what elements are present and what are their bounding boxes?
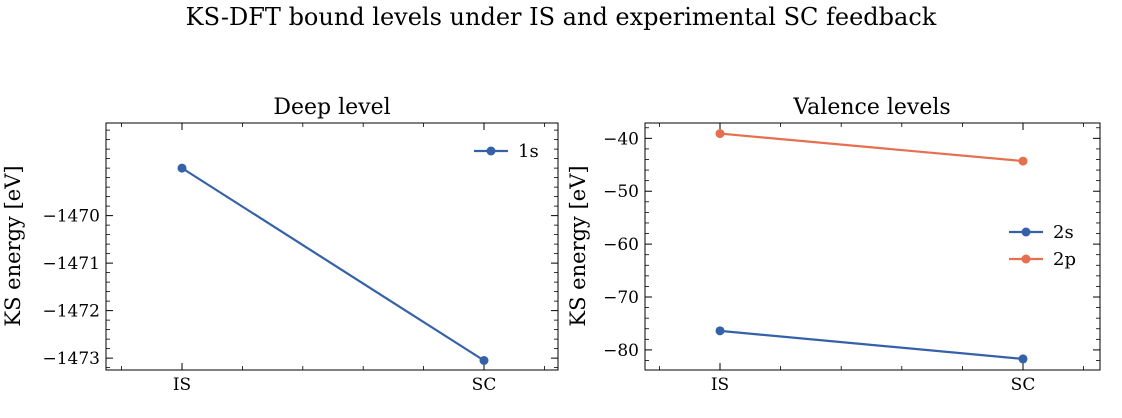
data-point-2p-sc — [1018, 156, 1028, 166]
x-tick-label: IS — [711, 375, 729, 395]
figure-suptitle: KS-DFT bound levels under IS and experim… — [186, 3, 937, 31]
y-tick-label: −40 — [603, 129, 639, 149]
data-point-2s-is — [715, 326, 725, 336]
x-tick-label: SC — [1011, 375, 1036, 395]
deep-level-y-axis-label: KS energy [eV] — [1, 165, 25, 326]
data-point-1s-sc — [479, 356, 489, 365]
legend-label-2p: 2p — [1053, 249, 1076, 270]
x-tick-label: SC — [472, 375, 497, 395]
valence-levels-title: Valence levels — [792, 95, 950, 120]
valence-levels-y-axis-label: KS energy [eV] — [566, 165, 590, 326]
deep-level-title: Deep level — [273, 95, 390, 120]
valence-levels-panel: Valence levels KS energy [eV] −40 −50 −60 −… — [566, 95, 1101, 395]
legend-marker-2p — [1021, 254, 1031, 264]
y-tick-label: −1471 — [42, 254, 100, 274]
y-tick-label: −80 — [603, 341, 639, 361]
data-point-1s-is — [177, 163, 187, 173]
series-line-2s — [719, 329, 1024, 360]
plot-frame — [644, 122, 1101, 371]
legend-marker-1s — [486, 146, 496, 156]
plot-frame — [105, 122, 559, 371]
data-point-2p-is — [715, 129, 725, 139]
legend-label-2s: 2s — [1053, 222, 1074, 243]
y-tick-label: −1472 — [42, 302, 100, 322]
y-tick-label: −1470 — [42, 207, 100, 227]
data-point-2s-sc — [1018, 354, 1028, 364]
series-line-1s — [181, 167, 485, 362]
legend-marker-2s — [1021, 227, 1031, 237]
deep-level-panel: Deep level KS energy [eV] −1470 −1471 −147… — [1, 95, 559, 395]
y-tick-label: −1473 — [42, 349, 100, 369]
y-tick-label: −70 — [603, 288, 639, 308]
legend-label-1s: 1s — [518, 141, 539, 162]
y-tick-label: −50 — [603, 182, 639, 202]
series-line-2p — [719, 132, 1024, 163]
x-tick-label: IS — [173, 375, 191, 395]
y-tick-label: −60 — [603, 235, 639, 255]
